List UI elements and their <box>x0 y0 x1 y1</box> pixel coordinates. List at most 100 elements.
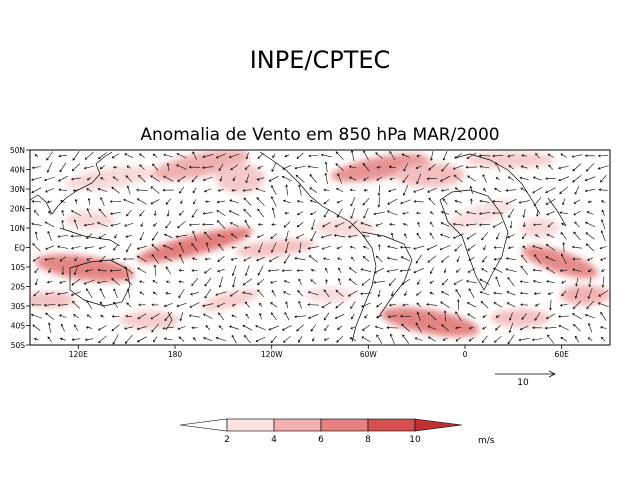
wind-vector <box>298 300 302 309</box>
wind-vector <box>362 197 370 206</box>
wind-vector <box>111 257 120 261</box>
wind-vector <box>506 291 516 296</box>
wind-vector <box>202 176 213 182</box>
wind-vector <box>177 326 186 330</box>
lat-label: 30N <box>10 185 25 194</box>
wind-vector <box>505 199 517 205</box>
wind-vector <box>166 162 170 171</box>
wind-vector <box>376 176 382 181</box>
wind-vector <box>520 165 528 169</box>
wind-vector <box>44 257 55 261</box>
wind-vector <box>242 325 253 331</box>
wind-vector <box>215 291 227 296</box>
wind-vector <box>100 314 105 318</box>
wind-vector <box>427 312 437 321</box>
wind-vector <box>362 324 370 331</box>
wind-vector <box>216 210 226 217</box>
wind-vector <box>271 196 277 207</box>
wind-vector <box>310 211 317 215</box>
wind-vector <box>561 290 567 297</box>
wind-vector <box>70 210 81 216</box>
wind-vector <box>218 276 223 288</box>
wind-vector <box>559 269 568 273</box>
wind-vector <box>151 254 159 264</box>
wind-vector <box>164 256 173 262</box>
wind-vector <box>270 280 278 284</box>
wind-vector <box>386 210 398 216</box>
wind-vector <box>151 244 159 251</box>
wind-vector <box>440 301 450 309</box>
wind-vector <box>309 187 318 193</box>
wind-vector <box>59 337 66 341</box>
wind-vector <box>323 312 330 321</box>
wind-vector <box>558 325 569 331</box>
wind-vector <box>455 268 461 273</box>
wind-vector <box>531 338 543 342</box>
wind-vector <box>58 314 67 318</box>
wind-vector <box>283 254 291 264</box>
wind-vector <box>598 188 608 192</box>
wind-vector <box>482 315 487 318</box>
wind-vector <box>401 153 410 158</box>
wind-vector <box>202 154 214 158</box>
wind-vector <box>83 279 95 285</box>
wind-vector <box>47 336 52 342</box>
shading-blob <box>235 239 315 257</box>
wind-vector <box>349 176 357 181</box>
wind-vector <box>455 326 462 330</box>
wind-vector <box>296 211 304 215</box>
wind-vector <box>58 188 68 192</box>
colorbar-tick-label: 8 <box>365 435 371 445</box>
wind-vector <box>218 325 224 331</box>
wind-vector <box>545 198 556 205</box>
wind-vector <box>217 234 225 238</box>
wind-vector <box>587 200 593 203</box>
wind-vector <box>467 268 476 273</box>
wind-vector <box>416 154 421 158</box>
wind-vector <box>61 219 65 229</box>
wind-vector <box>534 303 540 307</box>
wind-vector <box>574 186 580 195</box>
wind-vector <box>231 265 237 277</box>
lat-label: 10N <box>10 224 25 233</box>
wind-vector <box>532 187 543 194</box>
wind-vector <box>559 211 568 215</box>
wind-vector <box>584 154 596 158</box>
wind-vector <box>294 315 306 319</box>
wind-vector <box>522 245 526 250</box>
coastline-north-america <box>259 151 351 223</box>
wind-vector <box>136 326 147 330</box>
wind-vector <box>520 187 528 193</box>
wind-vector <box>377 290 381 298</box>
wind-vector <box>216 220 226 229</box>
wind-vector <box>416 173 422 185</box>
wind-vector <box>322 222 331 228</box>
wind-vector <box>587 337 593 342</box>
wind-vector <box>547 292 554 295</box>
wind-vector <box>452 165 464 170</box>
wind-vector <box>334 222 345 228</box>
wind-vector <box>426 244 438 251</box>
wind-vector <box>124 153 134 158</box>
lon-label: 60E <box>555 350 570 359</box>
wind-vector <box>123 198 135 204</box>
wind-vector <box>558 315 570 318</box>
wind-vector <box>100 196 105 206</box>
wind-vector <box>400 256 411 262</box>
wind-vector <box>535 209 539 217</box>
wind-vector <box>495 325 501 331</box>
wind-vector <box>442 337 448 341</box>
wind-vector <box>99 255 106 263</box>
shading-blob <box>200 289 260 311</box>
lat-ticks <box>26 149 30 346</box>
wind-vector <box>98 233 107 239</box>
wind-vector <box>586 300 594 310</box>
wind-vector <box>126 185 131 195</box>
wind-vector <box>193 199 197 205</box>
wind-vector <box>584 221 596 228</box>
wind-vector <box>479 165 490 169</box>
wind-vector <box>325 279 328 285</box>
wind-vector <box>572 175 582 183</box>
wind-vector <box>296 200 304 203</box>
wind-vector <box>34 231 38 241</box>
